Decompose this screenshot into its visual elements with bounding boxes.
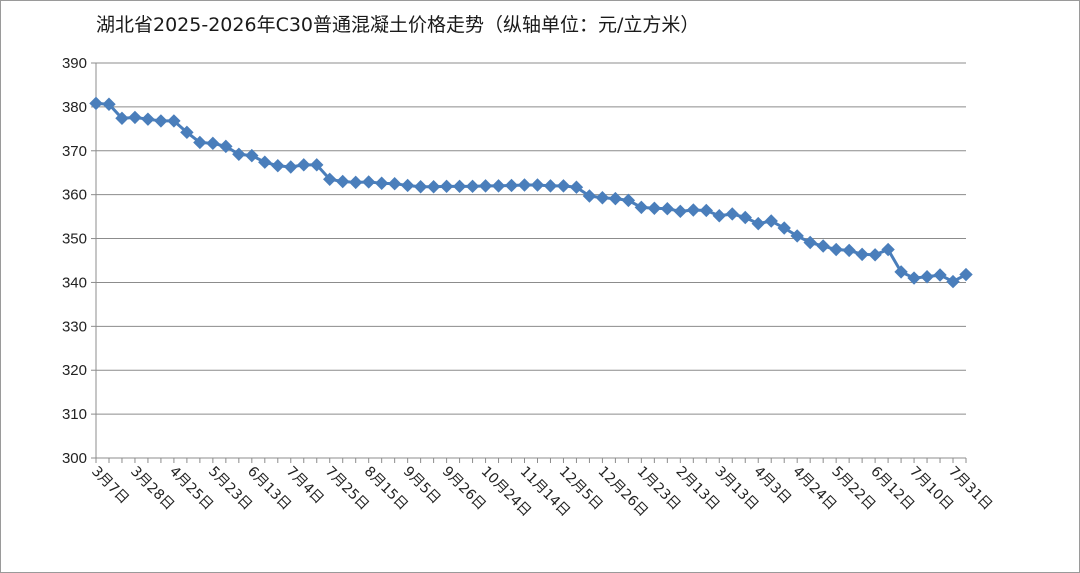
data-point xyxy=(725,207,739,221)
data-point xyxy=(336,174,350,189)
data-point xyxy=(297,158,311,172)
data-point xyxy=(790,229,804,243)
x-tick-label: 3月7日 xyxy=(88,464,132,508)
data-point xyxy=(868,248,882,262)
data-point xyxy=(517,178,532,192)
data-point xyxy=(89,96,103,111)
data-point xyxy=(219,139,233,154)
data-point xyxy=(959,267,973,282)
data-point xyxy=(465,179,480,194)
data-point xyxy=(647,201,662,215)
data-point xyxy=(361,175,376,189)
data-point xyxy=(829,242,843,257)
data-point xyxy=(777,221,791,235)
data-point xyxy=(439,179,454,194)
y-tick-label: 300 xyxy=(62,450,87,467)
data-point xyxy=(348,175,363,190)
y-tick-label: 340 xyxy=(62,274,87,291)
data-point xyxy=(478,179,493,193)
y-tick-label: 360 xyxy=(62,187,87,204)
data-point xyxy=(374,176,389,190)
data-point xyxy=(595,191,610,205)
data-point xyxy=(699,203,714,218)
data-point xyxy=(193,135,207,150)
data-point xyxy=(907,271,921,285)
data-point xyxy=(310,158,324,172)
data-point xyxy=(842,243,856,258)
data-point xyxy=(582,189,597,203)
data-point xyxy=(738,210,752,225)
data-point xyxy=(284,160,298,174)
y-tick-label: 390 xyxy=(62,55,87,72)
x-tick-labels: 3月7日3月28日4月25日5月23日6月13日7月4日7月25日8月15日9月… xyxy=(88,464,995,520)
data-point xyxy=(634,200,649,215)
data-point xyxy=(556,179,571,193)
data-point xyxy=(504,178,519,193)
y-tick-labels: 300 310 320 330 340 350 360 370 380 390 xyxy=(62,55,87,467)
data-point xyxy=(400,178,415,193)
data-point xyxy=(881,242,895,257)
x-tick-label: 7月31日 xyxy=(945,464,995,514)
data-point xyxy=(245,148,259,163)
data-point xyxy=(660,202,675,216)
data-point xyxy=(452,179,467,194)
data-point xyxy=(206,136,220,151)
data-point xyxy=(816,239,830,253)
data-point xyxy=(803,235,817,250)
data-point xyxy=(413,180,428,194)
data-point xyxy=(180,125,194,140)
y-tick-label: 330 xyxy=(62,318,87,335)
data-point xyxy=(232,147,246,161)
data-point xyxy=(946,274,960,289)
data-point xyxy=(855,247,869,262)
data-point xyxy=(894,265,908,279)
y-tick-label: 350 xyxy=(62,231,87,248)
y-tick-label: 380 xyxy=(62,99,87,116)
y-tick-label: 310 xyxy=(62,406,87,423)
data-point xyxy=(115,111,129,126)
data-point xyxy=(608,191,623,206)
data-point xyxy=(141,112,155,126)
data-point xyxy=(621,193,636,208)
axes xyxy=(91,62,967,463)
data-point xyxy=(258,155,272,169)
data-point xyxy=(128,110,142,125)
data-point xyxy=(102,97,116,111)
data-point xyxy=(712,209,726,223)
data-point xyxy=(167,114,181,128)
data-point xyxy=(271,158,285,173)
data-point xyxy=(569,180,584,194)
y-tick-label: 370 xyxy=(62,143,87,160)
data-point xyxy=(426,180,441,194)
data-point xyxy=(686,203,701,217)
data-point xyxy=(673,204,688,219)
data-point xyxy=(920,270,934,284)
data-point xyxy=(530,178,545,192)
chart-title: 湖北省2025-2026年C30普通混凝土价格走势（纵轴单位：元/立方米） xyxy=(96,14,700,36)
data-point xyxy=(751,216,765,231)
data-series xyxy=(89,96,973,289)
data-point xyxy=(154,114,168,128)
gridlines xyxy=(96,62,966,415)
y-tick-label: 320 xyxy=(62,362,87,379)
data-point xyxy=(323,172,337,187)
data-point xyxy=(933,268,947,282)
data-point xyxy=(491,179,506,193)
data-point xyxy=(764,214,778,228)
data-point xyxy=(543,179,558,193)
data-point xyxy=(387,176,402,191)
